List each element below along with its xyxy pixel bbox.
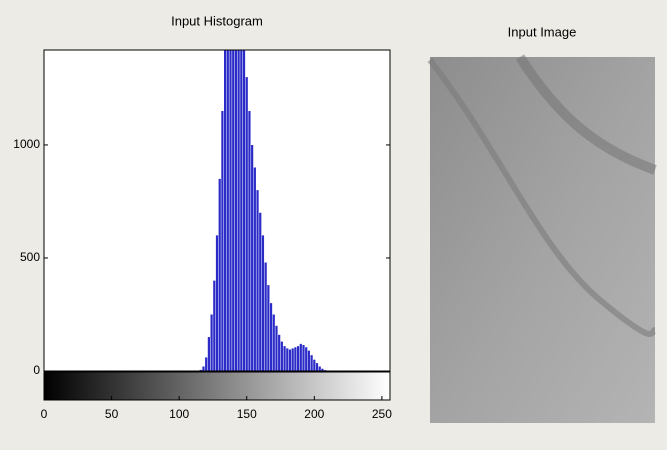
x-tick-label: 250 bbox=[372, 407, 392, 421]
x-tick-label: 200 bbox=[304, 407, 324, 421]
x-tick-label: 0 bbox=[41, 407, 48, 421]
x-tick-label: 50 bbox=[105, 407, 119, 421]
plot-frame bbox=[43, 49, 391, 372]
x-tick-label: 150 bbox=[237, 407, 257, 421]
y-tick-label: 500 bbox=[20, 250, 40, 264]
image-ridge bbox=[427, 58, 657, 337]
image-ridge bbox=[515, 54, 657, 175]
x-tick-label: 100 bbox=[169, 407, 189, 421]
image-title: Input Image bbox=[508, 24, 577, 39]
stems bbox=[199, 50, 327, 371]
y-tick-label: 1000 bbox=[13, 137, 40, 151]
y-tick-label: 0 bbox=[33, 363, 40, 377]
chart-title: Input Histogram bbox=[171, 13, 263, 28]
colorbar bbox=[43, 371, 391, 401]
